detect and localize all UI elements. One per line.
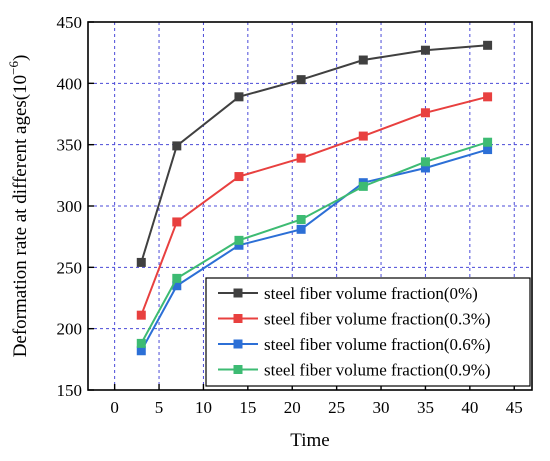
legend-entry: steel fiber volume fraction(0%) (218, 284, 478, 303)
data-point (420, 157, 430, 167)
data-point (234, 172, 244, 182)
x-tick-label: 0 (110, 398, 119, 417)
legend-box (205, 277, 531, 387)
x-axis-title: Time (290, 430, 329, 451)
data-point (136, 346, 146, 356)
y-tick-label: 350 (57, 136, 83, 155)
x-tick-label: 10 (195, 398, 212, 417)
series-1 (136, 92, 493, 320)
data-point (358, 131, 368, 141)
y-tick-label: 450 (57, 13, 83, 32)
data-point (172, 281, 182, 291)
y-axis-title-close: ) (10, 55, 31, 61)
y-axis-title-exponent: −6 (6, 61, 21, 75)
legend-label: steel fiber volume fraction(0.9%) (264, 361, 491, 380)
y-tick-label: 400 (57, 74, 83, 93)
x-tick-label: 15 (239, 398, 256, 417)
legend-label: steel fiber volume fraction(0.6%) (264, 335, 491, 354)
y-tick-label: 300 (57, 197, 83, 216)
data-point (136, 338, 146, 348)
y-axis-title-main: Deformation rate at different ages(10 (10, 75, 31, 357)
x-tick-label: 5 (155, 398, 164, 417)
data-point (296, 224, 306, 234)
legend-entry: steel fiber volume fraction(0.3%) (218, 310, 491, 329)
data-point (483, 92, 493, 102)
legend-label: steel fiber volume fraction(0%) (264, 284, 478, 303)
data-point (172, 273, 182, 283)
data-point (172, 217, 182, 227)
x-tick-label: 25 (328, 398, 345, 417)
data-point (234, 240, 244, 250)
data-point (420, 45, 430, 55)
tick-layer: 0 5 10 15 20 25 30 35 40 45 150 200 250 300 350 400 450 (57, 13, 523, 417)
data-point (234, 235, 244, 245)
series-0 (136, 40, 493, 267)
x-tick-label: 20 (284, 398, 301, 417)
legend-swatch-marker (233, 314, 243, 323)
y-tick-label: 200 (57, 320, 83, 339)
x-tick-label: 45 (506, 398, 523, 417)
data-point (483, 137, 493, 147)
x-tick-label: 30 (373, 398, 390, 417)
data-point (136, 310, 146, 320)
data-point (136, 257, 146, 267)
data-point (234, 92, 244, 102)
legend-swatch-marker (233, 339, 243, 349)
legend-entry: steel fiber volume fraction(0.9%) (218, 361, 491, 380)
data-point (420, 108, 430, 118)
legend-swatch-marker (233, 365, 243, 374)
series-layer (136, 40, 493, 356)
y-axis-title: Deformation rate at different ages(10−6) (6, 55, 31, 358)
data-point (483, 145, 493, 155)
y-tick-label: 150 (57, 381, 83, 400)
data-point (358, 55, 368, 65)
data-point (420, 163, 430, 173)
x-tick-label: 35 (417, 398, 434, 417)
x-tick-label: 40 (461, 398, 478, 417)
data-point (296, 75, 306, 85)
legend: steel fiber volume fraction(0%) steel fib… (205, 277, 531, 387)
legend-label: steel fiber volume fraction(0.3%) (264, 310, 491, 329)
data-point (483, 40, 493, 50)
data-point (172, 141, 182, 151)
legend-swatch-marker (233, 288, 243, 298)
series-3 (136, 137, 493, 348)
data-point (358, 181, 368, 191)
data-point (296, 214, 306, 224)
data-point (296, 153, 306, 163)
y-tick-label: 250 (57, 258, 83, 277)
legend-entry: steel fiber volume fraction(0.6%) (218, 335, 491, 354)
